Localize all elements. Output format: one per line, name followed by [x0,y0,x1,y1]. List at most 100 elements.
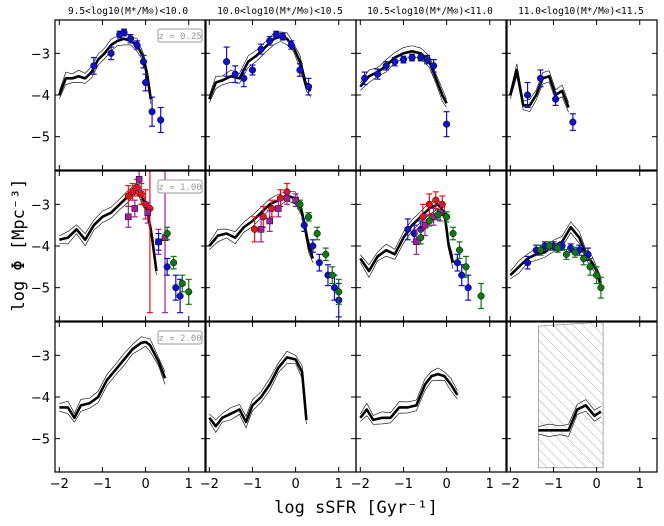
panel-frame [355,321,508,473]
panel-plot-area [59,336,167,423]
data-point-green [449,229,457,238]
x-axis-title: log sSFR [Gyr⁻¹] [274,498,438,518]
redshift-label: z = 1.00 [158,183,201,193]
data-point-green [322,250,330,258]
data-point-blue [361,74,369,82]
panel-plot-area [59,171,193,314]
x-tick-label: 0 [442,477,450,492]
data-point-blue [464,284,472,292]
data-point-blue [231,70,239,78]
data-point-purple [144,209,152,216]
data-point-blue [163,263,171,271]
data-point-blue [257,45,265,53]
data-point-red [425,200,433,208]
data-point-green [443,213,451,221]
data-point-purple [283,194,291,202]
data-point-green [178,279,186,288]
x-tick-label: −1 [93,477,112,492]
x-tick-label: 0 [291,477,299,492]
data-point-blue [296,66,304,74]
x-tick-label: 1 [636,477,644,492]
data-point-green [554,244,562,252]
data-point-green [304,213,313,221]
data-point-blue [120,28,128,37]
panel-r0-c2 [355,19,508,171]
data-point-green [455,246,464,254]
model-envelope-lower [360,56,447,108]
panel-r0-c3 [505,19,658,171]
x-tick-label: −1 [243,477,262,492]
data-point-blue [139,58,147,66]
data-point-blue [279,33,287,41]
data-point-green [163,229,171,238]
column-title-2: 10.5<log10(M*/M⊙)<11.0 [367,6,493,17]
panel-r1-c2 [355,170,508,322]
y-tick-label: −5 [31,433,50,448]
data-point-blue [142,78,150,87]
x-tick-label: −2 [50,477,69,492]
panel-grid: −3 −4 −5 z = 0.25 −3 −4 −5 z = 1.00 −3 −4 −5 −2 −1 0 1… [31,19,658,492]
y-tick-label: −3 [31,198,50,213]
panel-r1-c0: −3 −4 −5 z = 1.00 [31,170,207,322]
data-point-blue [330,284,338,292]
data-point-purple [275,205,282,212]
data-point-blue [430,62,438,70]
data-point-blue [374,70,382,78]
model-envelope-upper [360,45,447,100]
data-point-blue [552,95,560,103]
data-point-blue [309,242,317,250]
data-point-blue [304,83,313,91]
data-point-purple [125,213,132,221]
panel-r1-c3 [505,170,658,322]
panel-plot-area [58,28,165,134]
y-tick-label: −4 [31,391,50,406]
redshift-label: z = 0.25 [158,32,201,42]
panel-plot-area [538,322,604,469]
data-point-purple [257,226,265,233]
data-point-purple [413,238,420,246]
panel-r0-c1 [204,19,357,171]
data-point-green [580,254,588,263]
panel-frame [204,19,357,171]
y-tick-label: −5 [31,282,50,297]
model-line [59,340,167,420]
data-point-blue [391,58,399,66]
data-point-blue [443,120,451,128]
panel-r2-c3: −2 −1 0 1 [501,321,658,492]
x-tick-label: −1 [394,477,413,492]
data-point-blue [315,259,323,267]
panel-plot-area [359,45,451,138]
data-point-blue [176,292,184,300]
model-envelope-lower [538,410,602,437]
data-point-purple [131,205,139,212]
data-point-green [296,200,304,208]
data-point-green [417,234,425,242]
data-point-green [477,292,485,300]
data-point-blue [404,225,412,233]
model-envelope-lower [209,41,311,104]
data-point-purple [135,176,143,183]
model-line [58,37,153,100]
panel-r2-c1: −2 −1 0 1 [200,321,357,492]
data-point-blue [524,259,532,267]
data-point-blue [536,74,545,82]
y-tick-label: −3 [31,349,50,364]
data-point-green [586,263,594,271]
data-point-green [185,288,193,296]
x-tick-label: −2 [501,477,520,492]
data-point-purple [266,217,273,225]
model-envelope-lower [59,345,166,423]
data-point-green [597,284,605,292]
panel-plot-area [208,350,308,433]
model-envelope-lower [360,379,458,425]
x-tick-label: 1 [486,477,494,492]
data-point-blue [90,62,98,70]
y-tick-label: −5 [31,131,50,146]
data-point-green [545,242,553,250]
data-point-blue [423,56,431,64]
redshift-label-box [157,179,203,194]
panel-r2-c2: −2 −1 0 1 [351,321,508,492]
data-point-blue [408,53,416,62]
data-point-purple [421,221,429,229]
data-point-blue [248,66,257,74]
